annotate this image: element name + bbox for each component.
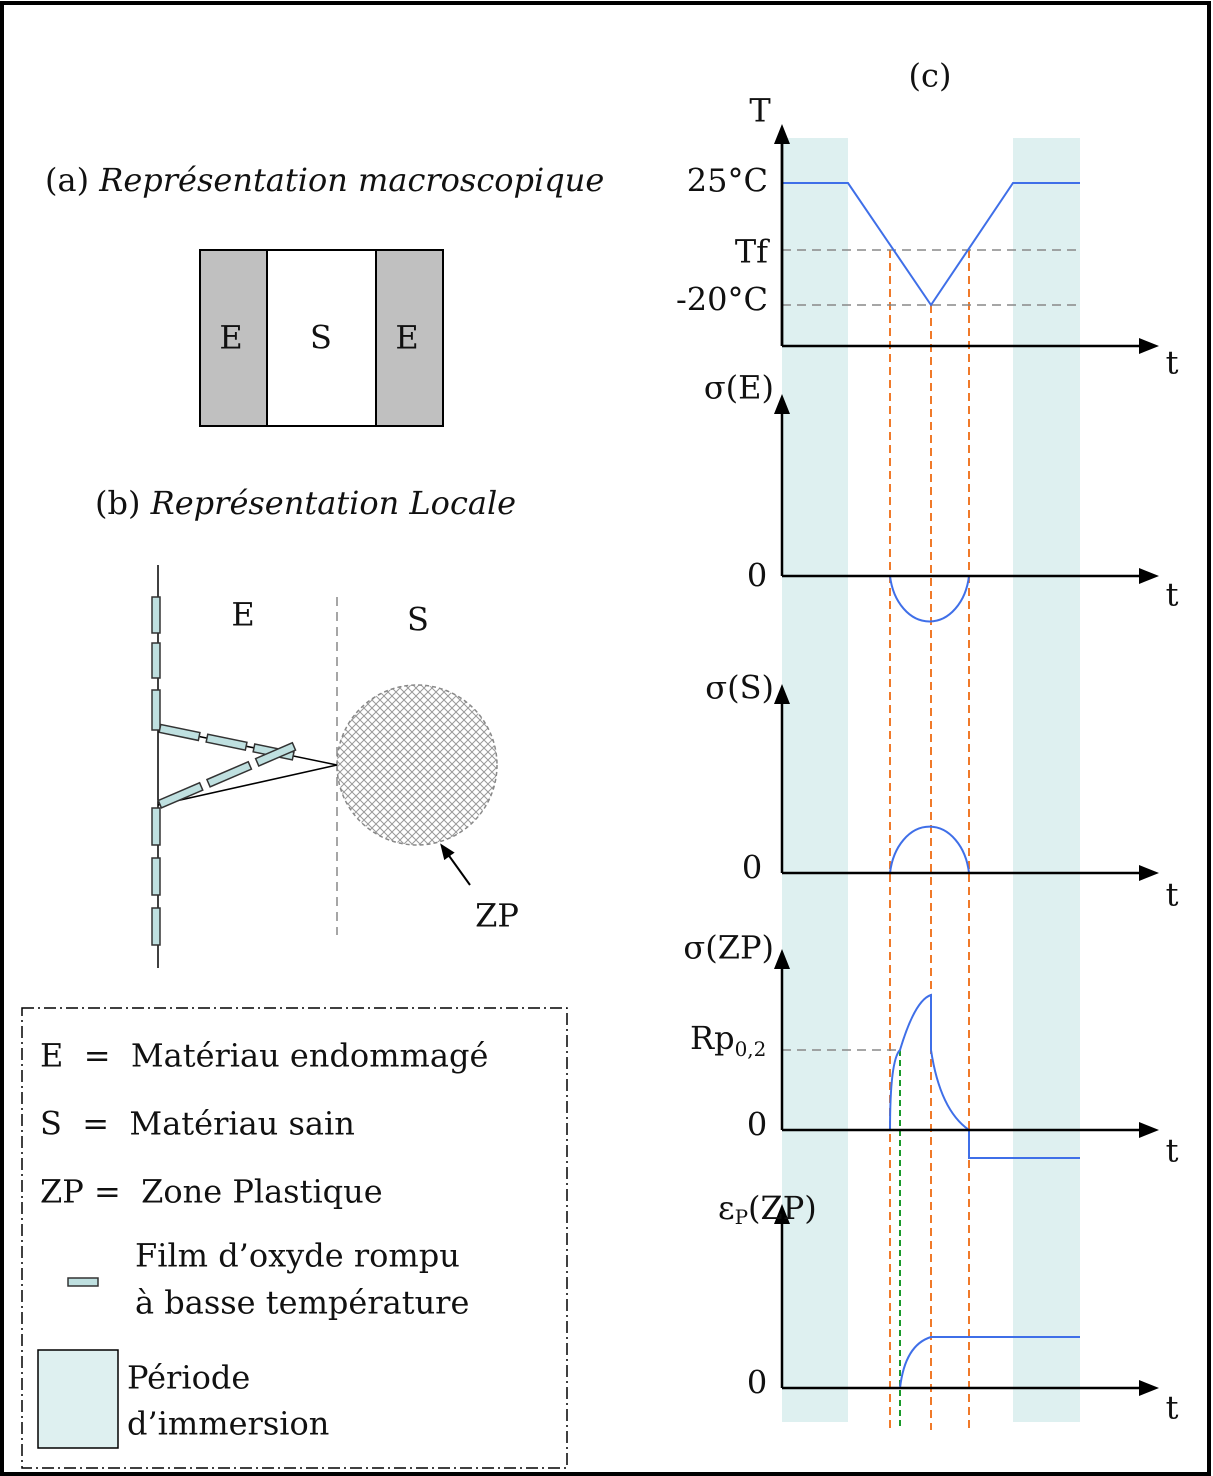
x-label: t bbox=[1166, 1389, 1179, 1427]
y-label: T bbox=[749, 92, 771, 130]
panel-c-title: (c) bbox=[909, 57, 952, 95]
block-label: E bbox=[219, 319, 242, 357]
panel-b-title: (b) Représentation Locale bbox=[95, 484, 516, 522]
level-label: 0 bbox=[742, 849, 762, 887]
y-label: εP(ZP) bbox=[718, 1189, 817, 1229]
legend-item: ZP = Zone Plastique bbox=[40, 1173, 383, 1211]
local-sketch bbox=[151, 565, 498, 968]
macro-block bbox=[199, 249, 444, 427]
level-label: Rp0,2 bbox=[690, 1019, 766, 1061]
immersion-icon bbox=[37, 1349, 119, 1449]
legend-item: à basse température bbox=[135, 1284, 469, 1322]
legend-box bbox=[21, 1007, 568, 1469]
level-label: -20°C bbox=[676, 281, 768, 319]
y-label: σ(E) bbox=[704, 369, 774, 407]
panel-a-title: (a) Représentation macroscopique bbox=[45, 161, 604, 199]
region-label: E bbox=[231, 596, 254, 634]
x-label: t bbox=[1166, 876, 1179, 914]
stress-curve bbox=[782, 825, 1080, 874]
level-label: 0 bbox=[747, 557, 767, 595]
y-label: σ(ZP) bbox=[683, 929, 774, 967]
stress-curve bbox=[782, 993, 1080, 1159]
legend-item: E = Matériau endommagé bbox=[40, 1037, 488, 1075]
zone-label: ZP bbox=[475, 897, 519, 935]
legend-item: S = Matériau sain bbox=[40, 1105, 355, 1143]
legend-item: Film d’oxyde rompu bbox=[135, 1237, 460, 1275]
block-label: S bbox=[310, 319, 332, 357]
region-label: S bbox=[407, 601, 429, 639]
level-label: 0 bbox=[747, 1106, 767, 1144]
block-label: E bbox=[395, 319, 418, 357]
x-label: t bbox=[1166, 576, 1179, 614]
level-label: Tf bbox=[735, 233, 770, 271]
temperature-curve bbox=[782, 182, 1080, 307]
strain-curve bbox=[782, 1336, 1080, 1389]
x-label: t bbox=[1166, 344, 1179, 382]
film-icon bbox=[67, 1277, 99, 1287]
level-label: 25°C bbox=[687, 162, 768, 200]
legend-item: Période bbox=[127, 1359, 250, 1397]
stress-curve bbox=[782, 575, 1080, 623]
x-label: t bbox=[1166, 1132, 1179, 1170]
level-label: 0 bbox=[747, 1364, 767, 1402]
y-label: σ(S) bbox=[705, 669, 774, 707]
legend-item: d’immersion bbox=[127, 1405, 329, 1443]
time-markers bbox=[889, 250, 970, 1430]
immersion-band bbox=[782, 138, 1080, 1422]
